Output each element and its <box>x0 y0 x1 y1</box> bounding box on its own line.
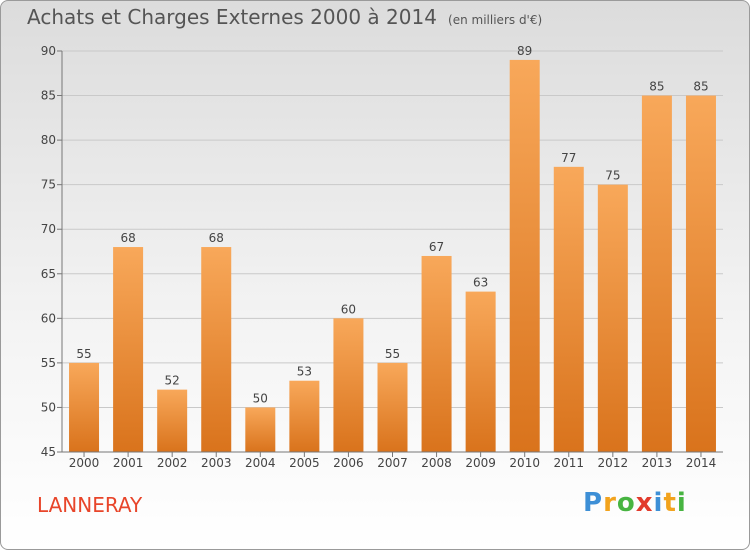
bar-value-label: 60 <box>341 302 356 316</box>
x-tick-label: 2001 <box>113 456 144 470</box>
x-tick-label: 2011 <box>553 456 584 470</box>
x-tick-label: 2000 <box>69 456 100 470</box>
bar <box>421 255 452 452</box>
y-tick-label: 55 <box>41 356 56 370</box>
logo-letter: i <box>676 488 687 518</box>
data-labels: 55 68 52 68 50 53 60 55 67 63 89 77 75 85 85 <box>76 44 708 406</box>
x-tick-label: 2009 <box>465 456 496 470</box>
bar-value-label: 85 <box>693 80 708 94</box>
bar <box>685 95 716 453</box>
x-tick-label: 2003 <box>201 456 232 470</box>
bar-value-label: 89 <box>517 44 532 58</box>
bar-value-label: 55 <box>385 347 400 361</box>
bar <box>113 247 144 452</box>
bar <box>333 318 364 452</box>
chart-title: Achats et Charges Externes 2000 à 2014 <box>27 5 437 29</box>
logo-letter: o <box>616 488 636 518</box>
bar <box>69 362 100 452</box>
x-tick-label: 2013 <box>642 456 673 470</box>
y-tick-label: 50 <box>41 400 56 414</box>
x-tick-label: 2004 <box>245 456 276 470</box>
chart-title-block: Achats et Charges Externes 2000 à 2014 (… <box>27 5 542 29</box>
bar <box>597 184 628 452</box>
bar <box>201 247 232 452</box>
x-tick-label: 2005 <box>289 456 320 470</box>
logo-letter: x <box>635 488 654 518</box>
bar <box>553 166 584 452</box>
y-tick-label: 90 <box>41 44 56 58</box>
bar-value-label: 77 <box>561 151 576 165</box>
logo-letter: r <box>603 488 617 518</box>
y-tick-label: 60 <box>41 311 56 325</box>
bar <box>641 95 672 453</box>
x-tick-label: 2007 <box>377 456 408 470</box>
bar <box>465 291 496 452</box>
bar <box>245 407 276 452</box>
bar-value-label: 68 <box>209 231 224 245</box>
bar <box>289 380 320 452</box>
bar <box>509 59 540 453</box>
chart-unit: (en milliers d'€) <box>448 13 543 27</box>
bar-value-label: 67 <box>429 240 444 254</box>
bar-value-label: 55 <box>76 347 91 361</box>
bar-value-label: 53 <box>297 365 312 379</box>
logo-letter: t <box>663 488 677 518</box>
y-tick-label: 65 <box>41 267 56 281</box>
x-tick-label: 2002 <box>157 456 188 470</box>
bar-value-label: 50 <box>253 391 268 405</box>
x-tick-label: 2014 <box>686 456 717 470</box>
y-tick-label: 70 <box>41 222 56 236</box>
x-tick-label: 2008 <box>421 456 452 470</box>
bars <box>69 59 716 453</box>
bar <box>377 362 408 452</box>
y-tick-label: 45 <box>41 445 56 459</box>
bar-value-label: 63 <box>473 276 488 290</box>
bar <box>157 389 188 452</box>
logo-letter: P <box>583 488 604 518</box>
bar-value-label: 75 <box>605 169 620 183</box>
commune-name: LANNERAY <box>37 493 143 517</box>
y-tick-label: 85 <box>41 89 56 103</box>
x-axis-ticks: 2000 2001 2002 2003 2004 2005 2006 2007 2008 2009… <box>69 452 716 470</box>
x-tick-label: 2006 <box>333 456 364 470</box>
bar-value-label: 68 <box>120 231 135 245</box>
bar-value-label: 52 <box>165 374 180 388</box>
y-tick-label: 80 <box>41 133 56 147</box>
axes <box>61 51 723 453</box>
x-tick-label: 2012 <box>598 456 629 470</box>
bar-value-label: 85 <box>649 80 664 94</box>
x-tick-label: 2010 <box>509 456 540 470</box>
proxiti-logo: Proxiti <box>583 488 687 518</box>
logo-letter: i <box>653 488 664 518</box>
y-tick-label: 75 <box>41 178 56 192</box>
y-axis-ticks: 45 50 55 60 65 70 75 80 85 90 <box>41 44 62 459</box>
